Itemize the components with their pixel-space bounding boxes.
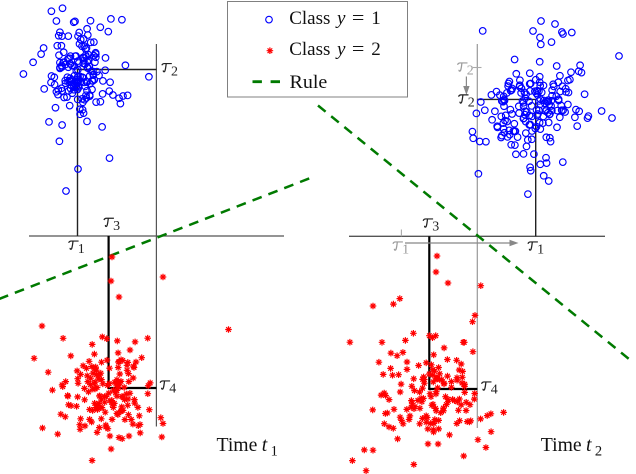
svg-text:2: 2	[468, 96, 475, 111]
svg-text:3: 3	[432, 220, 439, 235]
svg-text:1: 1	[78, 242, 85, 257]
svg-text:1: 1	[402, 243, 409, 258]
svg-text:4: 4	[169, 382, 176, 397]
svg-text:2: 2	[171, 64, 178, 79]
svg-text:4: 4	[491, 383, 498, 398]
svg-text:Rule: Rule	[290, 72, 328, 93]
svg-text:2: 2	[467, 64, 474, 79]
svg-text:1: 1	[537, 243, 544, 258]
svg-text:3: 3	[113, 219, 120, 234]
